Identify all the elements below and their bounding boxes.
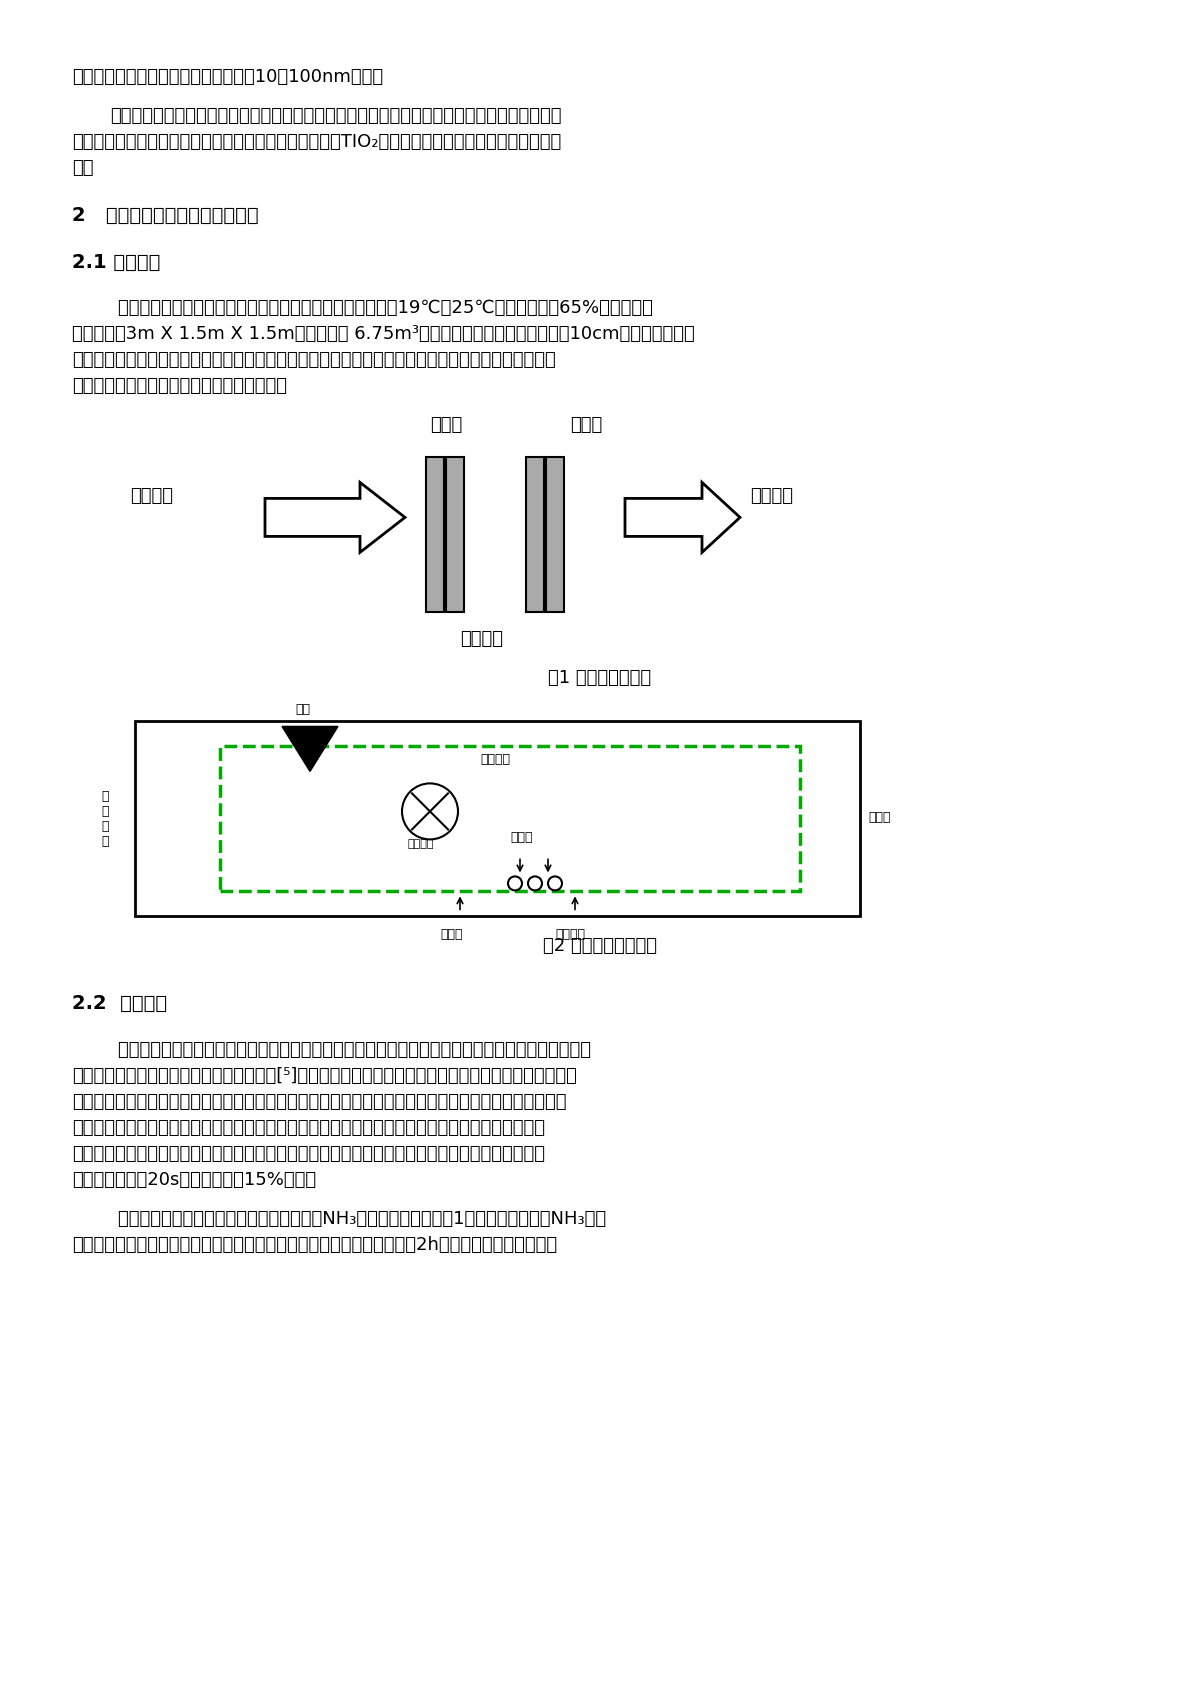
Polygon shape — [625, 482, 740, 553]
Text: 用一个密封箱体来模拟空调房间（参数要求：房间内温度为19℃～25℃，相对湿度为65%），选取箱: 用一个密封箱体来模拟空调房间（参数要求：房间内温度为19℃～25℃，相对湿度为6… — [72, 299, 653, 317]
Text: 单次采气时间为20s，测量精度为15%左右。: 单次采气时间为20s，测量精度为15%左右。 — [72, 1171, 316, 1190]
Text: 度基本分布均匀后开始测量，以后每隔一段时间测量一次浓度，连续测量2h，观察浓度变化，若浓度: 度基本分布均匀后开始测量，以后每隔一段时间测量一次浓度，连续测量2h，观察浓度变… — [72, 1235, 557, 1254]
Text: 风机: 风机 — [295, 703, 310, 716]
Circle shape — [548, 876, 562, 891]
Text: 气流方向: 气流方向 — [130, 487, 173, 506]
Text: 进气口: 进气口 — [440, 928, 462, 942]
Text: 送风管: 送风管 — [868, 811, 890, 825]
Text: 光催化净化网开始分解甲醛，其后定时采样口测量箱体内气体污染物的浓度，以检测净化网的性能，: 光催化净化网开始分解甲醛，其后定时采样口测量箱体内气体污染物的浓度，以检测净化网… — [72, 1145, 545, 1162]
Text: 量占所有室内有机污染物之首，室内浓度高[⁵]，因此选择甲醛作为检测空气净化设备的实验标准之一。另: 量占所有室内有机污染物之首，室内浓度高[⁵]，因此选择甲醛作为检测空气净化设备的… — [72, 1067, 577, 1084]
Text: 和活性炭净化装置的净化性能测试。分别采用日产风管型TIO₂净化装置和国产的风管型活性炭吸附装: 和活性炭净化装置的净化性能测试。分别采用日产风管型TIO₂净化装置和国产的风管型… — [72, 132, 562, 151]
Text: 箱体的气密性检验，方法是在其注入一定量NH₃，打开稳流风扇，约1个小时，待箱体内NH₃的浓: 箱体的气密性检验，方法是在其注入一定量NH₃，打开稳流风扇，约1个小时，待箱体内… — [72, 1210, 606, 1229]
Text: 管道之间通过法兰连接一个可换式净化装置。: 管道之间通过法兰连接一个可换式净化装置。 — [72, 377, 287, 395]
Text: 回
风
装
置: 回 风 装 置 — [101, 789, 109, 848]
Text: 体的尺寸为3m X 1.5m X 1.5m，其体积为 6.75m³，箱体采用木质材料制成，壁材10cm板间使用铝箔胶: 体的尺寸为3m X 1.5m X 1.5m，其体积为 6.75m³，箱体采用木质… — [72, 326, 695, 343]
Text: 带密封。利用一个变频风机提供风流动的动力，通过改变风机供电频率，改变系统风量进行实验。在风: 带密封。利用一个变频风机提供风流动的动力，通过改变风机供电频率，改变系统风量进行… — [72, 351, 556, 370]
Bar — [134, 721, 860, 916]
Text: 密闭箱体: 密闭箱体 — [480, 753, 510, 767]
Text: 图2 实验装置工作原理: 图2 实验装置工作原理 — [542, 937, 658, 955]
Text: 循环风扇: 循环风扇 — [408, 840, 434, 850]
Bar — [426, 458, 444, 613]
Polygon shape — [282, 726, 338, 772]
Bar — [526, 458, 544, 613]
Text: 外，甲醛检测器使用方便、精确度较高，且便于测量。在密闭箱上的采样口用注射器注入一定浓度的污染: 外，甲醛检测器使用方便、精确度较高，且便于测量。在密闭箱上的采样口用注射器注入一… — [72, 1093, 566, 1112]
Text: 紫外线灯: 紫外线灯 — [460, 630, 503, 648]
Text: 净化网: 净化网 — [570, 416, 602, 434]
Text: 2.1 实验装置: 2.1 实验装置 — [72, 253, 161, 272]
Circle shape — [402, 784, 458, 840]
Polygon shape — [265, 482, 406, 553]
Circle shape — [508, 876, 522, 891]
Text: 实验选择甲醛作为实验气体，大量调查已表明，由于建筑装饰材料的大量使用，在居室内甲醛的散发: 实验选择甲醛作为实验气体，大量调查已表明，由于建筑装饰材料的大量使用，在居室内甲… — [72, 1042, 592, 1059]
Text: 净化网: 净化网 — [430, 416, 462, 434]
Text: 图1 净化网工作原理: 图1 净化网工作原理 — [548, 669, 652, 687]
Text: 置。: 置。 — [72, 160, 94, 176]
Text: 分子筛。密集的小峰反映了材料粒径在10～100nm之间。: 分子筛。密集的小峰反映了材料粒径在10～100nm之间。 — [72, 68, 383, 87]
Text: 净化装置: 净化装置 — [554, 928, 586, 942]
Text: 物，开稳流风扇电源，使气体污染物在箱体中均匀分布，关闭风扇电源后再开风机及紫外线灯使复合: 物，开稳流风扇电源，使气体污染物在箱体中均匀分布，关闭风扇电源后再开风机及紫外线… — [72, 1120, 545, 1137]
Bar — [220, 747, 800, 891]
Text: 2   复合净化网性能测试实验部分: 2 复合净化网性能测试实验部分 — [72, 205, 259, 224]
Text: 2.2  实验方法: 2.2 实验方法 — [72, 994, 167, 1013]
Bar — [446, 458, 464, 613]
Text: 另外，为对比新型复合净化技术的净化性能，同时进行单一净化技术的纳米光催化空气净化装置: 另外，为对比新型复合净化技术的净化性能，同时进行单一净化技术的纳米光催化空气净化… — [110, 107, 562, 126]
Text: 气流方向: 气流方向 — [750, 487, 793, 506]
Text: 采样口: 采样口 — [510, 832, 533, 845]
Circle shape — [528, 876, 542, 891]
Bar — [546, 458, 564, 613]
